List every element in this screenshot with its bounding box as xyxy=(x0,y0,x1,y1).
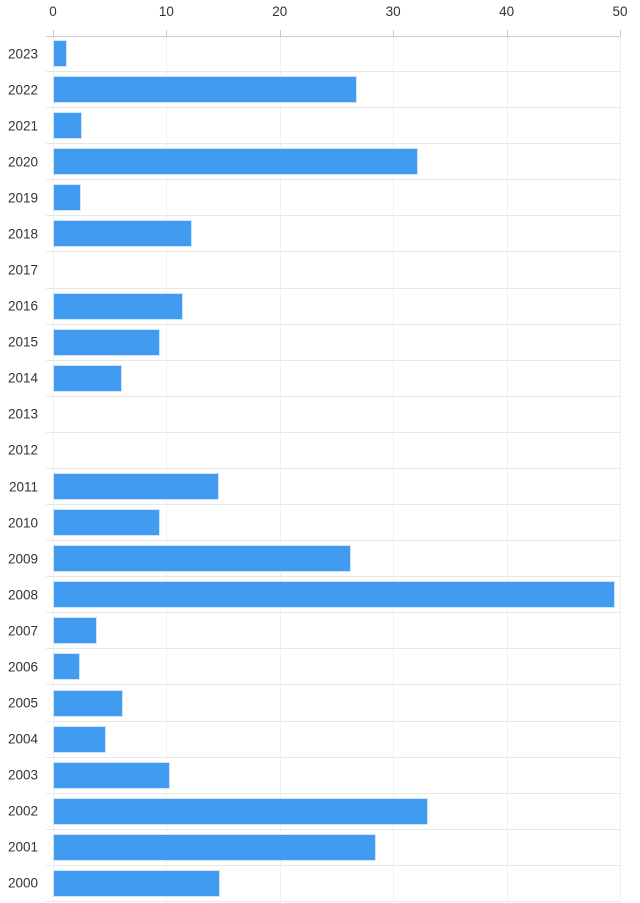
x-axis-tick-label: 0 xyxy=(49,4,57,19)
y-axis-label: 2004 xyxy=(7,731,38,747)
bar-2018 xyxy=(53,220,193,248)
chart-row-2012: 2012 xyxy=(8,433,620,469)
y-axis-label: 2012 xyxy=(7,442,38,458)
y-axis-label: 2019 xyxy=(7,190,38,206)
chart-row-2017: 2017 xyxy=(8,253,620,289)
bar-2010 xyxy=(53,509,160,537)
chart-row-2006: 2006 xyxy=(8,649,620,686)
x-axis-tick-label: 20 xyxy=(272,4,288,19)
y-axis-label: 2016 xyxy=(7,298,38,314)
chart-row-2008: 2008 xyxy=(8,577,620,614)
bar-2023 xyxy=(53,40,67,67)
y-axis-label: 2002 xyxy=(7,803,38,819)
bar-2019 xyxy=(53,184,82,212)
y-axis-label: 2013 xyxy=(7,406,38,422)
bar-2001 xyxy=(53,833,377,861)
chart-row-2011: 2011 xyxy=(9,469,620,506)
chart-row-2005: 2005 xyxy=(8,686,620,722)
x-axis-tick-mark xyxy=(506,30,508,36)
chart-row-2019: 2019 xyxy=(8,180,620,217)
y-axis-label: 2015 xyxy=(7,334,38,350)
chart-row-2013: 2013 xyxy=(8,397,620,433)
bar-2007 xyxy=(53,617,98,645)
bar-2008 xyxy=(53,581,616,609)
chart-row-2023: 2023 xyxy=(8,36,620,73)
bar-2015 xyxy=(53,328,160,356)
chart-row-2016: 2016 xyxy=(8,289,620,325)
x-axis-tick-mark xyxy=(166,30,168,36)
x-axis-tick-label: 40 xyxy=(499,4,515,19)
bar-2009 xyxy=(53,545,352,573)
x-axis-tick-mark xyxy=(620,30,621,36)
bar-2022 xyxy=(53,76,357,104)
x-axis-tick-label: 50 xyxy=(612,4,628,19)
chart-row-2000: 2000 xyxy=(8,866,620,902)
y-axis-label: 2017 xyxy=(7,262,38,278)
x-axis-tick-mark xyxy=(393,30,395,36)
y-axis-label: 2014 xyxy=(7,370,38,386)
vertical-gridline xyxy=(53,37,54,902)
x-axis-tick-label: 10 xyxy=(158,4,174,19)
y-axis-label: 2023 xyxy=(7,46,38,62)
chart-row-2022: 2022 xyxy=(8,72,620,109)
y-axis-label: 2001 xyxy=(7,839,38,855)
bar-2020 xyxy=(53,148,419,176)
y-axis-label: 2007 xyxy=(7,623,38,639)
vertical-gridline xyxy=(166,37,168,902)
chart-row-2009: 2009 xyxy=(8,541,620,578)
y-axis-label: 2006 xyxy=(7,659,38,675)
y-axis-label: 2009 xyxy=(7,551,38,567)
x-axis-line xyxy=(46,36,620,37)
y-axis-label: 2021 xyxy=(7,118,38,134)
x-axis-tick-label: 30 xyxy=(385,4,401,19)
chart-row-2010: 2010 xyxy=(8,505,620,542)
bar-2016 xyxy=(53,292,184,320)
bar-2005 xyxy=(53,689,124,717)
chart-row-2002: 2002 xyxy=(8,794,620,830)
y-axis-label: 2022 xyxy=(7,82,38,98)
chart-row-2020: 2020 xyxy=(8,144,620,181)
bar-2002 xyxy=(53,797,429,825)
chart-row-2021: 2021 xyxy=(8,108,620,145)
y-axis-label: 2011 xyxy=(8,479,38,495)
chart-row-2014: 2014 xyxy=(8,361,620,397)
bar-2006 xyxy=(53,653,81,681)
vertical-gridline xyxy=(620,37,621,902)
bar-2021 xyxy=(53,112,83,140)
y-axis-label: 2008 xyxy=(7,587,38,603)
y-axis-label: 2005 xyxy=(7,695,38,711)
x-axis-tick-mark xyxy=(53,30,54,36)
vertical-gridline xyxy=(506,37,508,902)
y-axis-label: 2018 xyxy=(7,226,38,242)
chart-row-2003: 2003 xyxy=(8,758,620,794)
y-axis-label: 2010 xyxy=(7,515,38,531)
chart-row-2004: 2004 xyxy=(8,722,620,758)
y-axis-label: 2000 xyxy=(7,875,38,891)
y-axis-label: 2003 xyxy=(7,767,38,783)
bar-2000 xyxy=(53,869,220,897)
chart-row-2018: 2018 xyxy=(8,216,620,253)
vertical-gridline xyxy=(393,37,395,902)
vertical-gridline xyxy=(279,37,281,902)
bar-2011 xyxy=(53,473,219,500)
chart-row-2007: 2007 xyxy=(8,613,620,650)
bar-2014 xyxy=(53,364,123,392)
chart-row-2015: 2015 xyxy=(8,325,620,361)
bar-2003 xyxy=(53,761,170,789)
chart-row-2001: 2001 xyxy=(8,830,620,866)
y-axis-label: 2020 xyxy=(7,154,38,170)
bar-2004 xyxy=(53,725,107,753)
x-axis-tick-mark xyxy=(279,30,281,36)
